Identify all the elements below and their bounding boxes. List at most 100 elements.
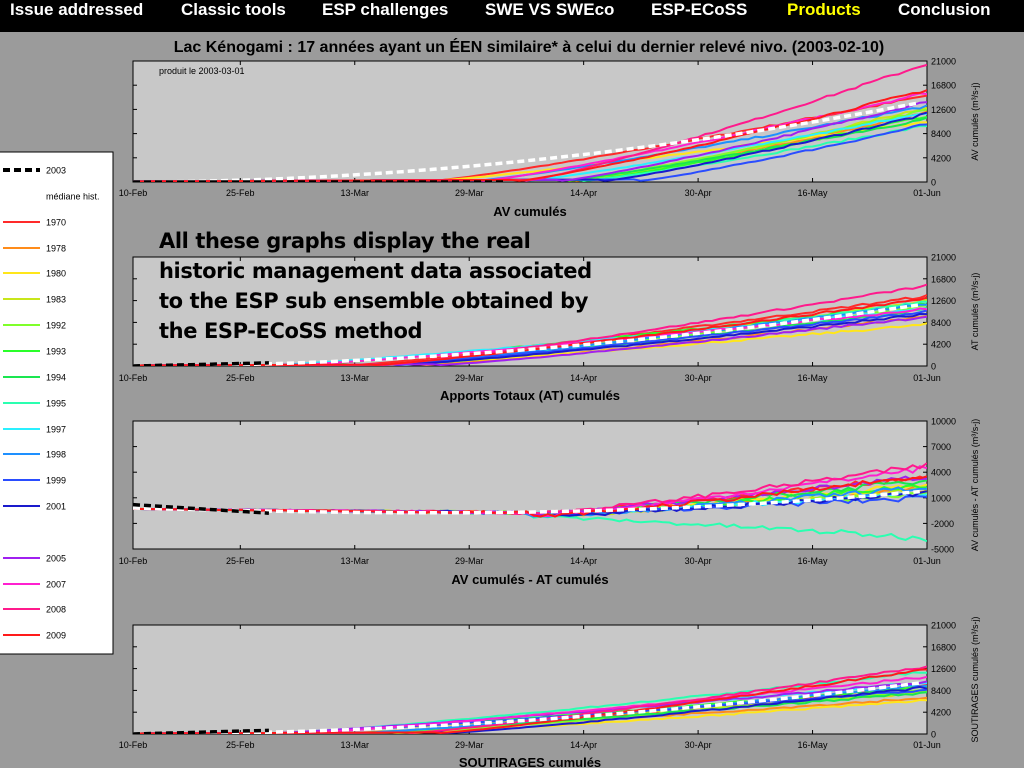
x-tick-label: 16-May bbox=[798, 373, 829, 383]
legend-label: 2008 bbox=[46, 605, 66, 615]
y-tick-label: 0 bbox=[931, 178, 936, 188]
legend-label: 1997 bbox=[46, 425, 66, 435]
legend: 2003 médiane hist. 1970 1978 1980 1983 1992 199… bbox=[0, 151, 114, 655]
legend-label: 1970 bbox=[46, 218, 66, 228]
y-axis-label: AV cumulés - AT cumulés (m³/s-j) bbox=[970, 419, 980, 552]
x-tick-label: 14-Apr bbox=[570, 188, 597, 198]
y-tick-label: 8400 bbox=[931, 318, 951, 328]
y-tick-label: 0 bbox=[931, 362, 936, 372]
x-tick-label: 30-Apr bbox=[685, 740, 712, 750]
x-axis-label: SOUTIRAGES cumulés bbox=[459, 755, 601, 768]
y-tick-label: 4000 bbox=[931, 468, 951, 478]
x-tick-label: 25-Feb bbox=[226, 188, 255, 198]
legend-label: 1998 bbox=[46, 450, 66, 460]
top-navigation-bar: Issue addressed Classic tools ESP challe… bbox=[0, 0, 1024, 32]
chart-panel-1: 0 4200 8400 12600 16800 21000 10-Feb 25-Feb 13-M… bbox=[119, 57, 980, 220]
x-tick-label: 16-May bbox=[798, 740, 829, 750]
y-tick-label: 4200 bbox=[931, 340, 951, 350]
legend-label: 1992 bbox=[46, 321, 66, 331]
x-tick-label: 30-Apr bbox=[685, 373, 712, 383]
legend-label: 2009 bbox=[46, 631, 66, 641]
y-tick-label: 8400 bbox=[931, 686, 951, 696]
legend-label: 1999 bbox=[46, 476, 66, 486]
y-tick-label: 16800 bbox=[931, 274, 956, 284]
y-tick-label: 12600 bbox=[931, 664, 956, 674]
y-tick-label: 12600 bbox=[931, 105, 956, 115]
x-tick-label: 29-Mar bbox=[455, 556, 484, 566]
series-group bbox=[133, 283, 927, 366]
y-tick-label: 21000 bbox=[931, 253, 956, 263]
x-axis-label: AV cumulés - AT cumulés bbox=[451, 572, 608, 587]
legend-label: 2005 bbox=[46, 554, 66, 564]
x-tick-label: 01-Jun bbox=[913, 556, 941, 566]
legend-label: médiane hist. bbox=[46, 192, 100, 202]
y-tick-label: 21000 bbox=[931, 57, 956, 67]
x-tick-label: 14-Apr bbox=[570, 556, 597, 566]
x-tick-label: 01-Jun bbox=[913, 740, 941, 750]
x-tick-label: 25-Feb bbox=[226, 740, 255, 750]
nav-esp-challenges[interactable]: ESP challenges bbox=[322, 0, 449, 19]
y-tick-label: 8400 bbox=[931, 129, 951, 139]
series-line-2003 bbox=[133, 502, 270, 515]
x-tick-label: 13-Mar bbox=[340, 740, 369, 750]
x-tick-label: 16-May bbox=[798, 188, 829, 198]
legend-label: 1980 bbox=[46, 269, 66, 279]
y-tick-label: 10000 bbox=[931, 417, 956, 427]
x-tick-label: 01-Jun bbox=[913, 373, 941, 383]
nav-products[interactable]: Products bbox=[787, 0, 861, 19]
figure-title: Lac Kénogami : 17 années ayant un ÉEN si… bbox=[174, 37, 885, 56]
x-tick-label: 10-Feb bbox=[119, 740, 148, 750]
nav-conclusion[interactable]: Conclusion bbox=[898, 0, 991, 19]
series-group bbox=[133, 462, 927, 543]
y-axis-label: SOUTIRAGES cumulés (m³/s-j) bbox=[970, 616, 980, 742]
legend-label: 2003 bbox=[46, 166, 66, 176]
y-tick-label: 4200 bbox=[931, 708, 951, 718]
legend-label: 1995 bbox=[46, 399, 66, 409]
nav-classic-tools[interactable]: Classic tools bbox=[181, 0, 286, 19]
x-tick-label: 30-Apr bbox=[685, 188, 712, 198]
series-group bbox=[133, 665, 927, 734]
x-tick-label: 29-Mar bbox=[455, 188, 484, 198]
x-tick-label: 29-Mar bbox=[455, 373, 484, 383]
chart-panel-2: 0 4200 8400 12600 16800 21000 10-Feb 25-Feb 13-M… bbox=[119, 253, 980, 404]
y-tick-label: 4200 bbox=[931, 153, 951, 163]
x-tick-label: 16-May bbox=[798, 556, 829, 566]
legend-label: 1978 bbox=[46, 244, 66, 254]
x-tick-label: 25-Feb bbox=[226, 556, 255, 566]
y-tick-label: 1000 bbox=[931, 493, 951, 503]
nav-issue-addressed[interactable]: Issue addressed bbox=[10, 0, 144, 19]
chart-panel-4: 0 4200 8400 12600 16800 21000 10-Feb 25-Feb 13-M… bbox=[119, 616, 980, 768]
legend-label: 2001 bbox=[46, 502, 66, 512]
x-tick-label: 10-Feb bbox=[119, 188, 148, 198]
x-tick-label: 25-Feb bbox=[226, 373, 255, 383]
nav-swe-vs-sweco[interactable]: SWE VS SWEco bbox=[485, 0, 615, 19]
y-tick-label: 16800 bbox=[931, 81, 956, 91]
series-line-2003 bbox=[133, 728, 269, 734]
x-axis-label: AV cumulés bbox=[493, 204, 566, 219]
x-tick-label: 14-Apr bbox=[570, 373, 597, 383]
y-axis-label: AV cumulés (m³/s-j) bbox=[970, 82, 980, 160]
x-tick-label: 14-Apr bbox=[570, 740, 597, 750]
y-tick-label: 12600 bbox=[931, 296, 956, 306]
legend-label: 1994 bbox=[46, 373, 66, 383]
nav-esp-ecoss[interactable]: ESP-ECoSS bbox=[651, 0, 748, 19]
y-tick-label: 7000 bbox=[931, 442, 951, 452]
x-tick-label: 10-Feb bbox=[119, 556, 148, 566]
series-group bbox=[133, 63, 927, 182]
x-tick-label: 13-Mar bbox=[340, 373, 369, 383]
legend-label: 2007 bbox=[46, 580, 66, 590]
y-tick-label: -2000 bbox=[931, 519, 954, 529]
x-axis-label: Apports Totaux (AT) cumulés bbox=[440, 388, 620, 403]
x-tick-label: 10-Feb bbox=[119, 373, 148, 383]
x-tick-label: 29-Mar bbox=[455, 740, 484, 750]
figure-canvas: Lac Kénogami : 17 années ayant un ÉEN si… bbox=[0, 37, 980, 768]
y-tick-label: 16800 bbox=[931, 642, 956, 652]
x-tick-label: 30-Apr bbox=[685, 556, 712, 566]
x-tick-label: 01-Jun bbox=[913, 188, 941, 198]
y-axis-label: AT cumulés (m³/s-j) bbox=[970, 273, 980, 351]
y-tick-label: -5000 bbox=[931, 545, 954, 555]
legend-label: 1983 bbox=[46, 295, 66, 305]
x-tick-label: 13-Mar bbox=[340, 556, 369, 566]
x-tick-label: 13-Mar bbox=[340, 188, 369, 198]
overlay-annotation: All these graphs display the real histor… bbox=[159, 229, 592, 343]
